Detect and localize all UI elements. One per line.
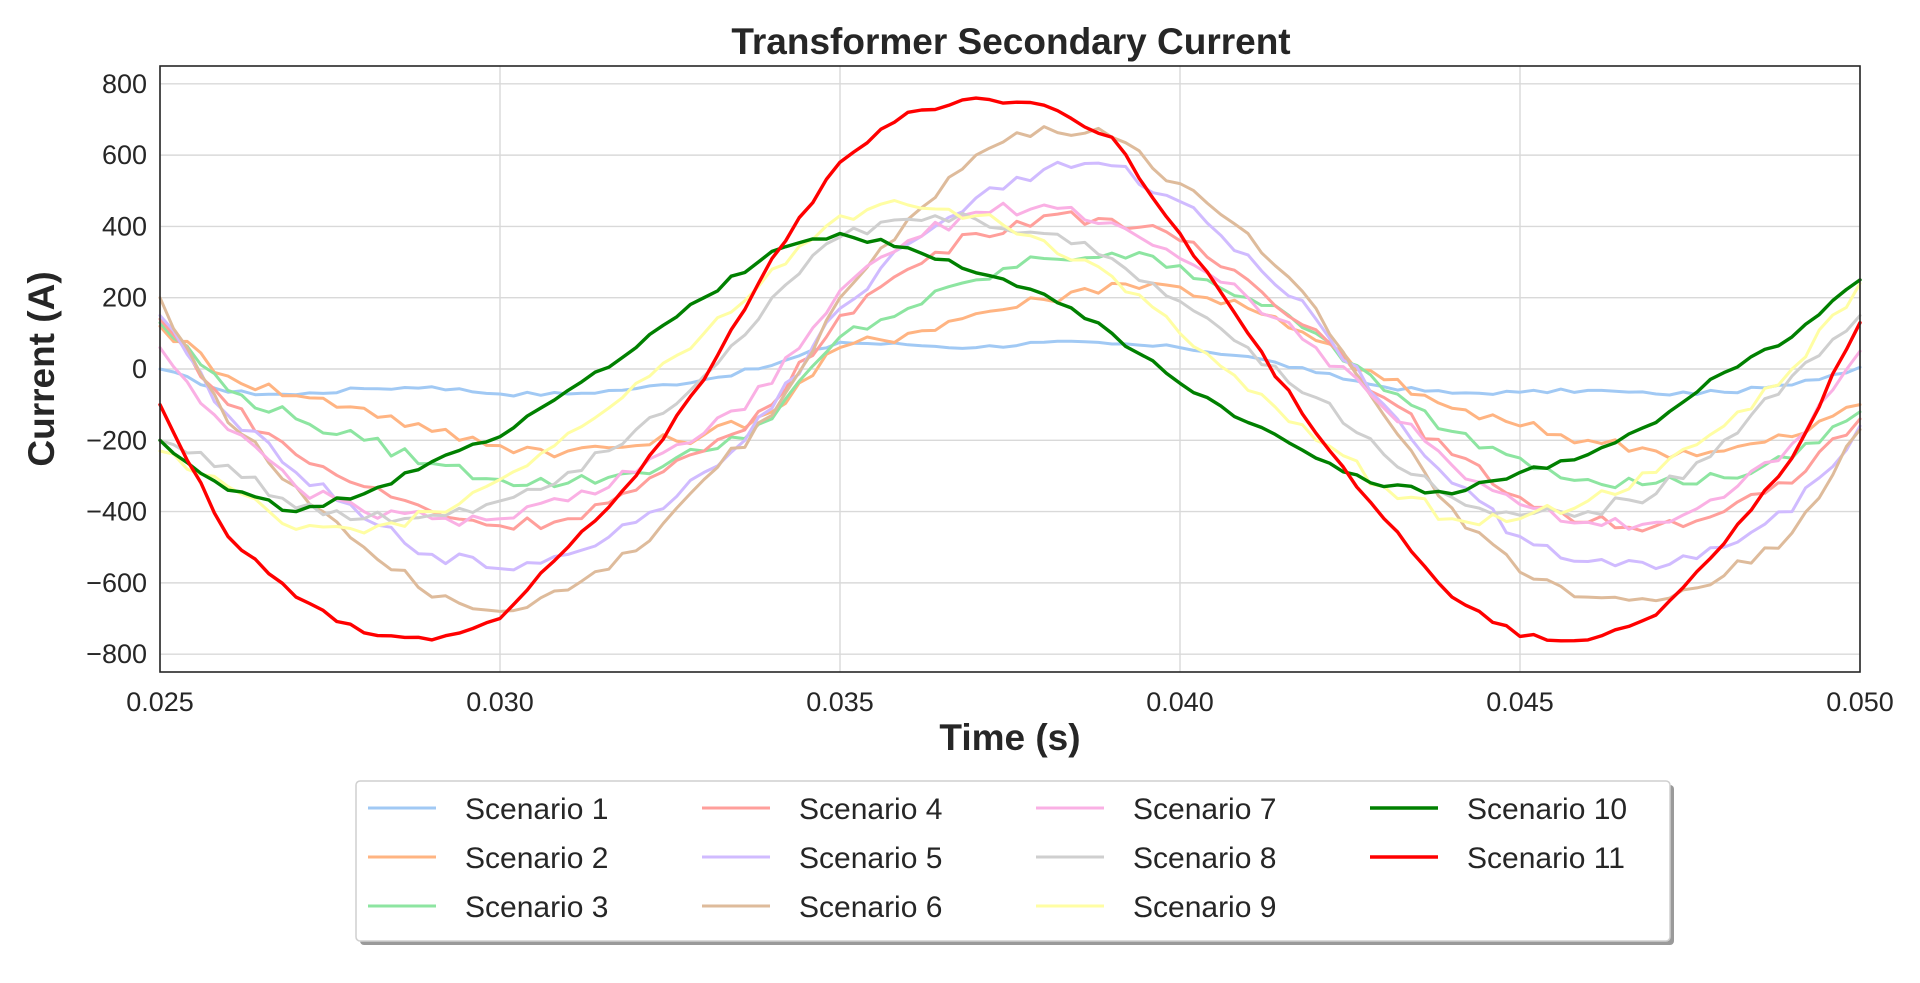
legend-label: Scenario 2: [465, 842, 608, 875]
series-line-5: [158, 160, 1862, 572]
legend: Scenario 1 Scenario 2 Scenario 3 Scenario 4…: [355, 780, 1674, 945]
x-tick-label: 0.025: [126, 687, 194, 717]
legend-label: Scenario 11: [1467, 842, 1625, 875]
plot-frame: [159, 65, 1861, 673]
series-line-10: [158, 231, 1862, 514]
legend-label: Scenario 4: [799, 793, 942, 826]
y-axis-label: Current (A): [21, 271, 62, 466]
y-tick-label: 0: [132, 354, 147, 384]
y-tick-label: −800: [86, 639, 147, 669]
legend-box: [355, 780, 1671, 942]
legend-label: Scenario 6: [799, 891, 942, 924]
legend-label: Scenario 9: [1133, 891, 1276, 924]
legend-label: Scenario 5: [799, 842, 942, 875]
y-tick-labels: −800 −600 −400 −200 0 200 400 600 800: [86, 69, 147, 669]
y-tick-label: 400: [102, 211, 147, 241]
x-axis-label: Time (s): [939, 717, 1080, 758]
legend-label: Scenario 8: [1133, 842, 1276, 875]
x-tick-labels: 0.025 0.030 0.035 0.040 0.045 0.050: [126, 687, 1894, 717]
legend-entries: Scenario 1 Scenario 2 Scenario 3 Scenario 4…: [368, 793, 1627, 924]
x-tick-label: 0.045: [1486, 687, 1554, 717]
y-tick-label: −400: [86, 497, 147, 527]
y-tick-label: 200: [102, 283, 147, 313]
series-line-11: [158, 96, 1862, 643]
series-line-7: [158, 201, 1862, 531]
series-line-6: [158, 125, 1862, 613]
legend-label: Scenario 10: [1467, 793, 1627, 826]
x-tick-label: 0.030: [466, 687, 534, 717]
y-tick-label: −200: [86, 425, 147, 455]
x-tick-label: 0.040: [1146, 687, 1214, 717]
y-tick-label: 800: [102, 69, 147, 99]
series-line-9: [158, 199, 1862, 535]
chart-title: Transformer Secondary Current: [731, 21, 1290, 62]
series-line-2: [158, 281, 1862, 460]
y-tick-label: 600: [102, 140, 147, 170]
x-tick-label: 0.050: [1826, 687, 1894, 717]
legend-label: Scenario 7: [1133, 793, 1276, 826]
series-line-3: [158, 251, 1862, 490]
plot-lines: [158, 96, 1862, 643]
legend-label: Scenario 3: [465, 891, 608, 924]
y-tick-label: −600: [86, 568, 147, 598]
series-line-1: [158, 339, 1862, 398]
x-tick-label: 0.035: [806, 687, 874, 717]
legend-label: Scenario 1: [465, 793, 608, 826]
